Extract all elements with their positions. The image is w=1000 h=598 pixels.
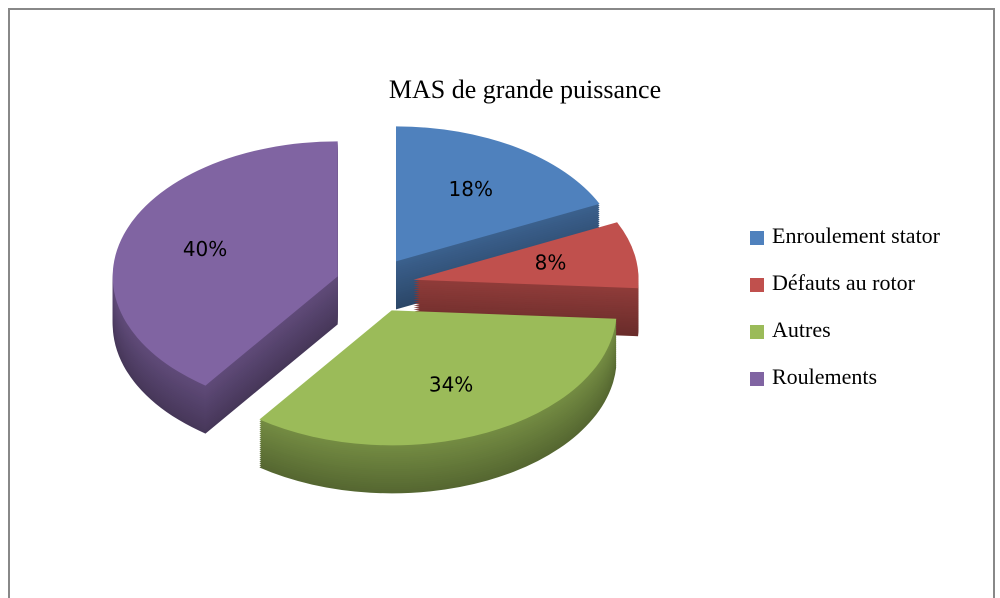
legend-swatch bbox=[750, 325, 764, 339]
legend-swatch bbox=[750, 231, 764, 245]
data-label: 40% bbox=[183, 237, 227, 261]
slice bbox=[259, 310, 617, 446]
legend-label: Défauts au rotor bbox=[772, 270, 916, 295]
slice bbox=[413, 222, 639, 289]
legend-swatch bbox=[750, 372, 764, 386]
slice bbox=[112, 141, 338, 386]
slice bbox=[396, 126, 600, 262]
legend-label: Enroulement stator bbox=[772, 223, 941, 248]
legend-label: Roulements bbox=[772, 364, 877, 389]
legend-swatch bbox=[750, 278, 764, 292]
data-label: 34% bbox=[429, 373, 473, 397]
chart-title: MAS de grande puissance bbox=[389, 75, 661, 104]
data-label: 8% bbox=[535, 251, 567, 275]
data-label: 18% bbox=[449, 177, 493, 201]
legend-label: Autres bbox=[772, 317, 831, 342]
